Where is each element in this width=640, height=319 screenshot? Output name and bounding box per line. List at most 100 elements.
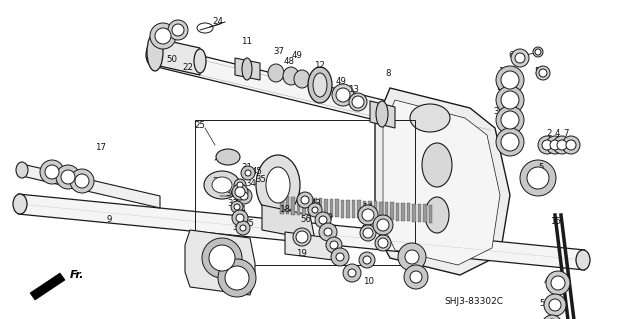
Text: 30: 30 <box>324 238 335 247</box>
Text: 12: 12 <box>314 61 326 70</box>
Ellipse shape <box>266 167 290 203</box>
Text: 19: 19 <box>296 249 307 257</box>
Text: Fr.: Fr. <box>70 270 84 280</box>
Circle shape <box>240 192 248 200</box>
Circle shape <box>234 204 240 210</box>
Circle shape <box>539 69 547 77</box>
Circle shape <box>331 248 349 266</box>
Ellipse shape <box>425 197 449 233</box>
Ellipse shape <box>216 149 240 165</box>
Ellipse shape <box>313 73 327 97</box>
Circle shape <box>496 86 524 114</box>
Polygon shape <box>370 101 395 128</box>
Text: 18: 18 <box>280 205 291 214</box>
Ellipse shape <box>422 143 452 187</box>
Circle shape <box>536 66 550 80</box>
Circle shape <box>520 160 556 196</box>
Ellipse shape <box>268 64 284 82</box>
Polygon shape <box>153 44 490 148</box>
Circle shape <box>546 271 570 295</box>
Bar <box>324 198 328 217</box>
Circle shape <box>319 223 337 241</box>
Circle shape <box>202 238 242 278</box>
Text: 55: 55 <box>534 66 545 76</box>
Circle shape <box>501 111 519 129</box>
Bar <box>351 200 355 218</box>
Ellipse shape <box>376 101 388 127</box>
Circle shape <box>501 133 519 151</box>
Circle shape <box>358 205 378 225</box>
Text: 2: 2 <box>547 129 552 137</box>
Circle shape <box>544 294 566 316</box>
Polygon shape <box>375 88 510 275</box>
Text: 40: 40 <box>499 129 509 137</box>
Circle shape <box>75 174 89 188</box>
Circle shape <box>150 23 176 49</box>
Circle shape <box>373 215 393 235</box>
Text: 56: 56 <box>301 214 312 224</box>
Text: 46: 46 <box>360 225 371 234</box>
Circle shape <box>236 221 250 235</box>
Bar <box>195 120 415 265</box>
Text: 50: 50 <box>166 56 177 64</box>
Text: 35: 35 <box>243 219 255 228</box>
Circle shape <box>319 216 327 224</box>
Circle shape <box>501 91 519 109</box>
Circle shape <box>330 241 338 249</box>
Polygon shape <box>383 100 500 265</box>
Bar <box>319 198 322 216</box>
Text: 51: 51 <box>227 286 237 295</box>
Bar <box>423 204 426 222</box>
Text: 36: 36 <box>225 189 237 197</box>
Bar <box>412 204 415 222</box>
Text: SHJ3-83302C: SHJ3-83302C <box>445 298 504 307</box>
Bar <box>296 197 300 215</box>
Text: 14: 14 <box>362 204 374 212</box>
Circle shape <box>363 228 373 238</box>
Circle shape <box>236 214 244 222</box>
Circle shape <box>225 266 249 290</box>
Text: 25: 25 <box>195 121 205 130</box>
Circle shape <box>218 259 256 297</box>
Circle shape <box>557 140 567 150</box>
Text: 32: 32 <box>362 254 374 263</box>
Circle shape <box>566 140 576 150</box>
Circle shape <box>533 47 543 57</box>
Text: 11: 11 <box>241 38 253 47</box>
Circle shape <box>398 243 426 271</box>
Circle shape <box>511 49 529 67</box>
Polygon shape <box>185 230 255 295</box>
Polygon shape <box>262 205 315 240</box>
Circle shape <box>336 253 344 261</box>
Circle shape <box>551 276 565 290</box>
Circle shape <box>56 165 80 189</box>
Text: 28: 28 <box>298 192 308 202</box>
Circle shape <box>352 96 364 108</box>
Bar <box>357 200 360 219</box>
Ellipse shape <box>16 162 28 178</box>
Circle shape <box>332 84 354 106</box>
Circle shape <box>362 209 374 221</box>
Bar <box>368 201 371 219</box>
Ellipse shape <box>294 70 310 88</box>
Circle shape <box>235 187 245 197</box>
Circle shape <box>535 49 541 55</box>
Text: 15: 15 <box>550 217 561 226</box>
Circle shape <box>297 192 313 208</box>
Ellipse shape <box>283 67 299 85</box>
Circle shape <box>240 225 246 231</box>
Circle shape <box>168 20 188 40</box>
Text: 10: 10 <box>364 277 374 286</box>
Text: 1: 1 <box>275 169 281 179</box>
Circle shape <box>236 188 252 204</box>
Ellipse shape <box>204 171 240 199</box>
Bar <box>335 199 339 217</box>
Text: 34: 34 <box>232 222 243 232</box>
Circle shape <box>237 182 243 188</box>
Circle shape <box>209 245 235 271</box>
Circle shape <box>363 256 371 264</box>
Text: 26: 26 <box>303 201 314 210</box>
Circle shape <box>377 219 389 231</box>
Bar <box>396 203 399 221</box>
Text: 48: 48 <box>284 57 294 66</box>
